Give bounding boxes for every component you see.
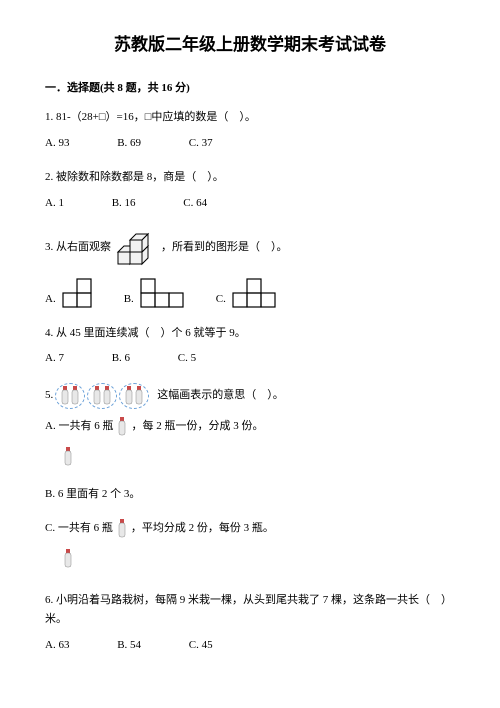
q5-prefix: 5. xyxy=(45,386,53,406)
q2-opt-c: C. 64 xyxy=(183,194,207,214)
bottle-group-3 xyxy=(119,383,149,409)
q2-text: 2. 被除数和除数都是 8，商是（ ）。 xyxy=(45,168,455,188)
q3-shape-a-icon xyxy=(60,276,94,310)
section-1-header: 一．选择题(共 8 题，共 16 分) xyxy=(45,79,455,99)
q6-options: A. 63 B. 54 C. 45 xyxy=(45,636,455,656)
question-1: 1. 81-（28+□）=16，□中应填的数是（ ）。 A. 93 B. 69 … xyxy=(45,108,455,154)
bottle-icon xyxy=(92,386,102,406)
q2-opt-b: B. 16 xyxy=(112,194,136,214)
q5-opt-b: B. 6 里面有 2 个 3。 xyxy=(45,485,455,505)
question-5: 5. 这幅画表示的意思（ ）。 A. 一共有 6 瓶 ，每 2 瓶一份，分成 3… xyxy=(45,383,455,576)
bottle-icon xyxy=(63,549,73,569)
bottle-icon xyxy=(117,519,127,539)
q3-shape-c-icon xyxy=(230,276,278,310)
q1-opt-c: C. 37 xyxy=(189,134,213,154)
q4-text: 4. 从 45 里面连续减（ ）个 6 就等于 9。 xyxy=(45,324,455,344)
q6-opt-a: A. 63 xyxy=(45,636,69,656)
bottle-group-2 xyxy=(87,383,117,409)
q5-suffix: 这幅画表示的意思（ ）。 xyxy=(157,386,284,406)
cube-figure-icon xyxy=(115,228,157,268)
q2-options: A. 1 B. 16 C. 64 xyxy=(45,194,455,214)
q4-opt-b: B. 6 xyxy=(112,349,130,369)
bottle-group-1 xyxy=(55,383,85,409)
q6-opt-b: B. 54 xyxy=(117,636,141,656)
bottle-icon xyxy=(124,386,134,406)
bottle-icon xyxy=(60,386,70,406)
q1-options: A. 93 B. 69 C. 37 xyxy=(45,134,455,154)
q3-suffix: ，所看到的图形是（ ）。 xyxy=(161,238,288,258)
bottle-icon xyxy=(134,386,144,406)
q1-opt-b: B. 69 xyxy=(117,134,141,154)
question-6: 6. 小明沿着马路栽树，每隔 9 米栽一棵，从头到尾共栽了 7 棵，这条路一共长… xyxy=(45,591,455,656)
q1-opt-a: A. 93 xyxy=(45,134,69,154)
bottle-icon xyxy=(70,386,80,406)
q3-shape-b-icon xyxy=(138,276,186,310)
q4-options: A. 7 B. 6 C. 5 xyxy=(45,349,455,369)
q6-opt-c: C. 45 xyxy=(189,636,213,656)
bottle-icon xyxy=(63,447,73,467)
q5-opt-a-suffix: ，每 2 瓶一份，分成 3 份。 xyxy=(131,417,263,437)
question-2: 2. 被除数和除数都是 8，商是（ ）。 A. 1 B. 16 C. 64 xyxy=(45,168,455,214)
q3-opt-a-label: A. xyxy=(45,290,56,310)
q3-prefix: 3. 从右面观察 xyxy=(45,238,111,258)
q3-opt-b-label: B. xyxy=(124,290,134,310)
q5-opt-c-suffix: ，平均分成 2 份，每份 3 瓶。 xyxy=(131,519,274,539)
q6-text: 6. 小明沿着马路栽树，每隔 9 米栽一棵，从头到尾共栽了 7 棵，这条路一共长… xyxy=(45,591,455,631)
question-3: 3. 从右面观察 ，所看到的图形是（ ）。 A. xyxy=(45,228,455,310)
q5-opt-c-prefix: C. 一共有 6 瓶 xyxy=(45,519,113,539)
q4-opt-c: C. 5 xyxy=(178,349,196,369)
q3-opt-c-label: C. xyxy=(216,290,226,310)
bottle-icon xyxy=(102,386,112,406)
question-4: 4. 从 45 里面连续减（ ）个 6 就等于 9。 A. 7 B. 6 C. … xyxy=(45,324,455,370)
q5-opt-a-prefix: A. 一共有 6 瓶 xyxy=(45,417,113,437)
q4-opt-a: A. 7 xyxy=(45,349,64,369)
q2-opt-a: A. 1 xyxy=(45,194,64,214)
exam-title: 苏教版二年级上册数学期末考试试卷 xyxy=(45,30,455,61)
bottle-icon xyxy=(117,417,127,437)
q1-text: 1. 81-（28+□）=16，□中应填的数是（ ）。 xyxy=(45,108,455,128)
